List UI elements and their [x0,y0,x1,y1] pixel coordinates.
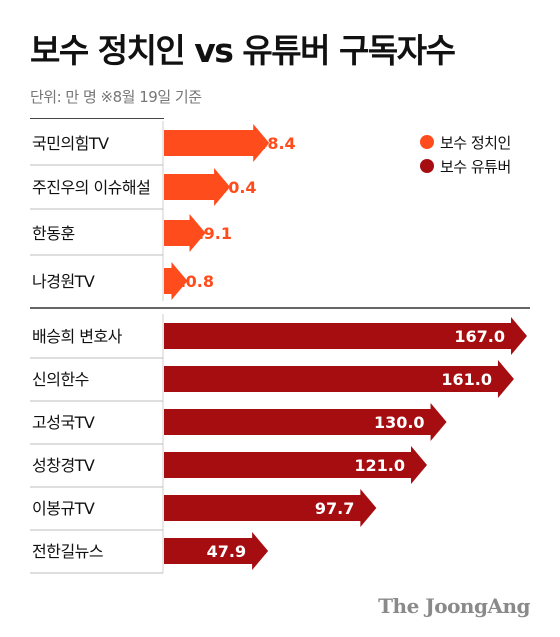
bar [164,532,269,570]
chart-subtitle: 단위: 만 명 ※8월 19일 기준 [30,88,202,106]
value-label: 97.7 [315,499,354,518]
legend-label-politicians: 보수 정치인 [440,133,511,152]
category-label: 고성국TV [32,413,95,432]
legend-swatch-youtubers [420,159,434,173]
top-divider [30,118,164,119]
bar [164,214,206,252]
value-label: 161.0 [441,370,492,389]
legend-item-youtubers: 보수 유튜버 [420,154,511,178]
bar [164,489,377,527]
category-label: 배승희 변호사 [32,327,123,346]
value-label: 121.0 [354,456,405,475]
legend-item-politicians: 보수 정치인 [420,130,511,154]
bar [164,262,188,300]
value-label: 48.4 [256,134,295,153]
legend-swatch-politicians [420,135,434,149]
category-label: 국민의힘TV [32,134,109,153]
value-label: 30.4 [217,178,256,197]
bar [164,317,527,355]
bar [164,403,447,441]
bar [164,124,270,162]
category-label: 이봉규TV [32,499,95,518]
chart-title: 보수 정치인 vs 유튜버 구독자수 [30,31,456,70]
value-label: 19.1 [193,224,232,243]
value-label: 167.0 [454,327,505,346]
bar [164,168,231,206]
legend: 보수 정치인 보수 유튜버 [420,130,511,178]
category-label: 주진우의 이슈해설 [32,178,150,197]
category-label: 성창경TV [32,456,95,475]
legend-label-youtubers: 보수 유튜버 [440,157,511,176]
value-label: 10.8 [174,272,213,291]
bar [164,360,514,398]
category-label: 신의한수 [32,370,89,389]
value-label: 47.9 [207,542,246,561]
category-label: 한동훈 [32,224,75,243]
value-label: 130.0 [374,413,425,432]
category-label: 전한길뉴스 [32,542,103,561]
publisher-logo: The JoongAng [378,594,530,618]
category-label: 나경원TV [32,272,95,291]
bar [164,446,428,484]
